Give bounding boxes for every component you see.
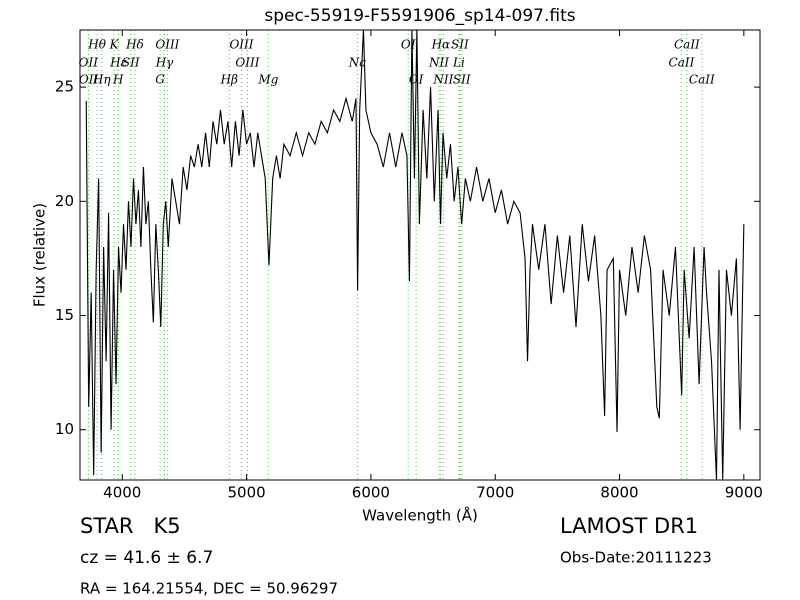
x-tick-label: 5000 (227, 484, 265, 502)
x-tick-label: 9000 (725, 484, 763, 502)
spectral-line-label: Hβ (220, 73, 238, 87)
spectral-line-label: OI (409, 73, 424, 87)
spectral-line-label: K (109, 38, 120, 52)
spectral-line-label: SII (122, 56, 140, 70)
coordinates: RA = 164.21554, DEC = 50.96297 (80, 580, 338, 598)
redshift: cz = 41.6 ± 6.7 (80, 548, 213, 568)
spectral-line-label: SII (453, 73, 471, 87)
spectrum-line (85, 30, 745, 480)
spectral-line-label: CaII (689, 73, 715, 87)
spectral-line-label: G (155, 73, 165, 87)
survey: LAMOST DR1 (560, 514, 698, 538)
spectral-line-label: Hδ (125, 38, 144, 52)
spectral-line-label: Hη (92, 73, 111, 87)
y-axis-label: Flux (relative) (31, 203, 49, 307)
plot-frame (79, 29, 761, 481)
spectral-line-label: OIII (229, 38, 253, 52)
y-tick-label: 25 (55, 78, 74, 96)
spectral-line-label: Hα (431, 38, 451, 52)
spectral-line-label: NII (428, 56, 449, 70)
spectral-line-label: OII (79, 56, 99, 70)
y-tick-label: 10 (55, 420, 74, 438)
x-tick-label: 4000 (103, 484, 141, 502)
spectral-line-label: NII (432, 73, 453, 87)
x-axis-label: Wavelength (Å) (362, 506, 478, 525)
x-tick-label: 7000 (476, 484, 514, 502)
spectral-line-label: H (112, 73, 124, 87)
spectral-line-label: Hγ (155, 56, 174, 70)
object-class: STAR K5 (80, 514, 181, 538)
clipped (85, 30, 745, 480)
spectral-line-label: OIII (155, 38, 179, 52)
spectral-line-label: SII (451, 38, 469, 52)
spectral-line-label: Li (452, 56, 465, 70)
spectral-line-label: Hε (109, 56, 127, 70)
y-tick-label: 15 (55, 306, 74, 324)
chart-title: spec-55919-F5591906_sp14-097.fits (264, 6, 575, 26)
spectral-line-label: OIII (235, 56, 259, 70)
spectral-line-label: Hθ (87, 38, 106, 52)
spectral-line-label: CaII (674, 38, 700, 52)
y-tick-label: 20 (55, 192, 74, 210)
spectral-line-label: CaII (669, 56, 695, 70)
spectral-line-label: Na (348, 56, 367, 70)
spectral-line-label: OI (401, 38, 416, 52)
spectral-line-label: Mg (257, 73, 278, 87)
obs-date: Obs-Date:20111223 (560, 549, 712, 567)
spectral-line-label: OII (79, 73, 99, 87)
x-tick-label: 8000 (600, 484, 638, 502)
x-tick-label: 6000 (352, 484, 390, 502)
